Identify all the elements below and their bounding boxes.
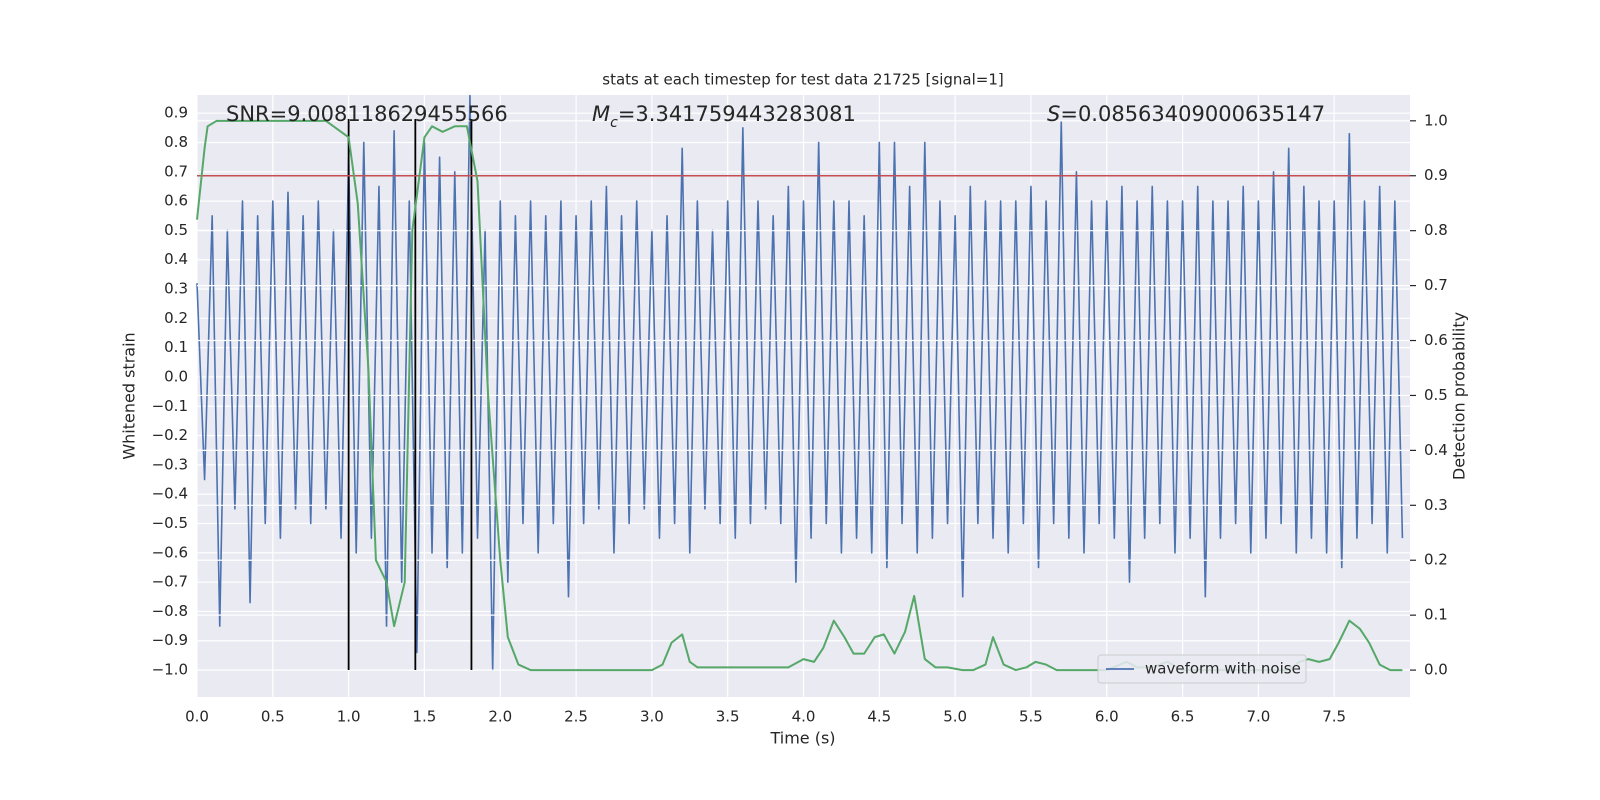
y2-tick-label: 0.0: [1424, 661, 1448, 679]
y-tick-label: 0.1: [164, 338, 188, 356]
y2-tick-label: 0.6: [1424, 331, 1448, 349]
x-tick-label: 2.5: [564, 708, 588, 726]
x-tick-label: 7.0: [1246, 708, 1270, 726]
annotation: Mc=3.341759443283081: [592, 102, 856, 131]
y-tick-label: 0.9: [164, 104, 188, 122]
y2-tick-label: 0.5: [1424, 386, 1448, 404]
x-tick-label: 6.5: [1171, 708, 1195, 726]
y2-tick-label: 0.1: [1424, 606, 1448, 624]
x-tick-label: 1.5: [413, 708, 437, 726]
y-tick-label: 0.0: [164, 367, 188, 385]
x-tick-label: 5.5: [1019, 708, 1043, 726]
y-tick-label: −0.8: [152, 602, 188, 620]
y-tick-label: −0.4: [152, 485, 188, 503]
y2-tick-label: 0.4: [1424, 441, 1448, 459]
y-tick-label: 0.2: [164, 309, 188, 327]
x-axis-label: Time (s): [769, 729, 835, 748]
chart-title: stats at each timestep for test data 217…: [602, 71, 1003, 89]
y-tick-label: −0.7: [152, 573, 188, 591]
x-tick-label: 0.5: [261, 708, 285, 726]
x-tick-label: 4.0: [792, 708, 816, 726]
y-tick-label: −0.2: [152, 426, 188, 444]
annotation-symbol: M: [592, 102, 610, 126]
y2-tick-label: 0.3: [1424, 496, 1448, 514]
legend-box: [1097, 654, 1307, 684]
x-tick-label: 2.0: [488, 708, 512, 726]
annotation-text: =9.008118629455566: [270, 102, 508, 126]
y2-tick-label: 0.9: [1424, 166, 1448, 184]
y-axis-label: Whitened strain: [120, 332, 139, 459]
y2-axis-label: Detection probability: [1450, 312, 1469, 480]
y2-tick-label: 0.7: [1424, 276, 1448, 294]
annotation: SNR=9.008118629455566: [226, 102, 508, 126]
y-tick-label: 0.6: [164, 192, 188, 210]
y-tick-label: 0.8: [164, 133, 188, 151]
annotation-subscript: c: [610, 115, 618, 131]
x-tick-label: 6.0: [1095, 708, 1119, 726]
x-tick-label: 4.5: [867, 708, 891, 726]
y-tick-label: 0.7: [164, 162, 188, 180]
x-tick-label: 7.5: [1322, 708, 1346, 726]
y2-tick-label: 0.2: [1424, 551, 1448, 569]
x-tick-label: 3.0: [640, 708, 664, 726]
annotation: S=0.08563409000635147: [1047, 102, 1325, 126]
y2-tick-label: 0.8: [1424, 221, 1448, 239]
annotation-symbol: SNR: [226, 102, 270, 126]
y-tick-label: −0.1: [152, 397, 188, 415]
x-tick-label: 3.5: [716, 708, 740, 726]
y-tick-label: −0.9: [152, 631, 188, 649]
annotation-text: =0.08563409000635147: [1060, 102, 1325, 126]
y-tick-label: −1.0: [152, 661, 188, 679]
legend-label: waveform with noise: [1145, 660, 1301, 678]
y-tick-label: −0.5: [152, 514, 188, 532]
annotation-symbol: S: [1047, 102, 1060, 126]
y-tick-label: 0.5: [164, 221, 188, 239]
x-tick-label: 0.0: [185, 708, 209, 726]
x-tick-label: 5.0: [943, 708, 967, 726]
y-tick-label: 0.3: [164, 280, 188, 298]
y-tick-label: −0.3: [152, 455, 188, 473]
y-tick-label: −0.6: [152, 543, 188, 561]
waveform-line: [196, 94, 1404, 671]
annotation-text: =3.341759443283081: [618, 102, 856, 126]
y-tick-label: 0.4: [164, 250, 188, 268]
x-tick-label: 1.0: [337, 708, 361, 726]
y2-tick-label: 1.0: [1424, 111, 1448, 129]
